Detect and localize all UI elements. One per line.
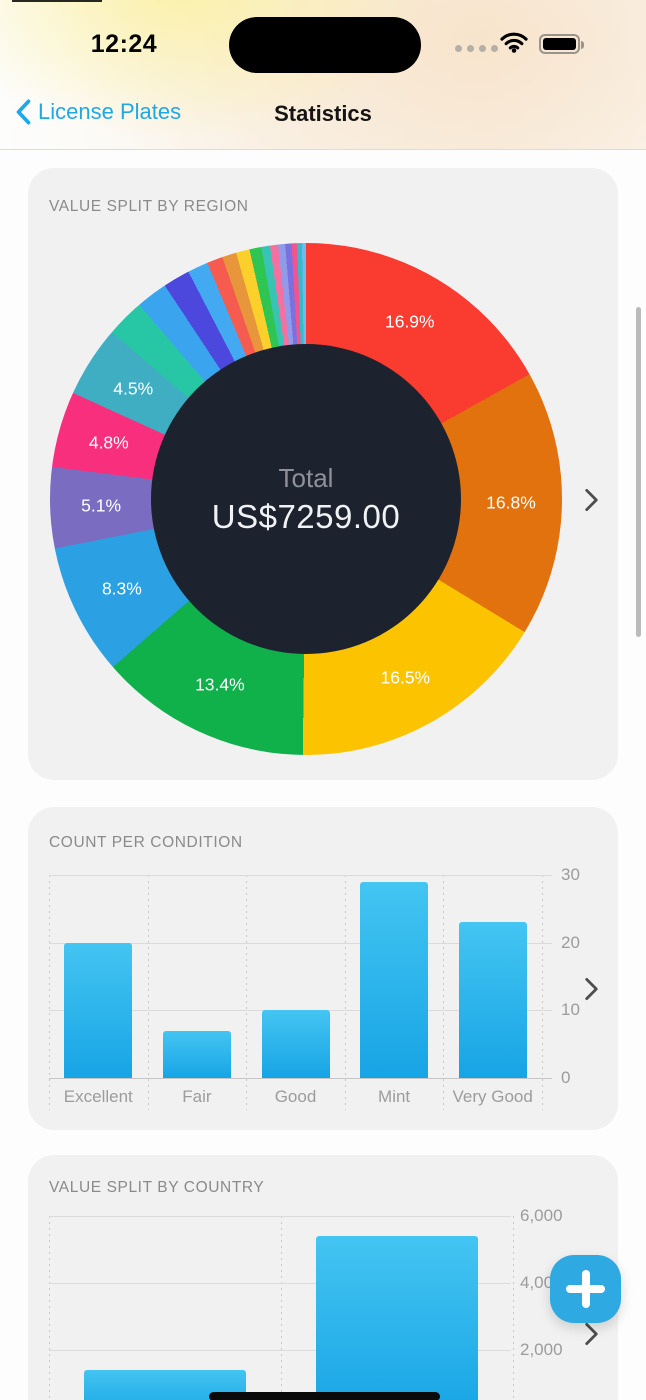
grid-vline — [281, 1216, 282, 1400]
grid-vline — [49, 1216, 50, 1400]
card-value-split-by-country[interactable]: VALUE SPLIT BY COUNTRY 2,000 4,000 6,000 — [28, 1155, 618, 1400]
pie-slice-label: 16.9% — [384, 311, 435, 332]
y-axis-tick-label: 20 — [561, 932, 580, 952]
card-count-per-condition[interactable]: COUNT PER CONDITION 0 10 20 30 Excellent Fair… — [28, 807, 618, 1130]
chevron-right-icon[interactable] — [584, 977, 599, 1001]
bar-country-2 — [316, 1236, 478, 1400]
pie-slice-label: 5.1% — [81, 495, 122, 516]
pie-slice-label: 16.8% — [486, 492, 536, 513]
donut-total-label: Total — [278, 462, 334, 493]
y-axis-tick-label: 2,000 — [520, 1340, 563, 1359]
home-indicator[interactable] — [209, 1392, 440, 1400]
grid-vline — [513, 1216, 514, 1400]
card-title: COUNT PER CONDITION — [49, 834, 243, 851]
pie-slice-label: 8.3% — [101, 578, 142, 599]
bar-fair — [162, 1030, 231, 1078]
card-value-split-by-region[interactable]: VALUE SPLIT BY REGION Total US$7259.00 1… — [28, 168, 618, 780]
y-axis-tick-label: 0 — [561, 1068, 571, 1087]
pie-slice-label: 4.8% — [88, 432, 129, 453]
back-button[interactable]: License Plates — [16, 99, 181, 125]
grid-vline — [542, 875, 543, 1110]
grid-vline — [344, 875, 346, 1110]
card-title: VALUE SPLIT BY REGION — [49, 198, 249, 215]
donut-center: Total US$7259.00 — [151, 344, 461, 654]
y-axis-tick-label: 6,000 — [520, 1206, 563, 1225]
dynamic-island — [229, 17, 421, 73]
grid-hline — [49, 1216, 511, 1217]
grid-hline — [49, 942, 552, 944]
y-axis-tick-label: 10 — [561, 1000, 580, 1020]
battery-icon — [539, 34, 584, 54]
add-button[interactable] — [550, 1255, 621, 1323]
grid-hline — [49, 1350, 511, 1351]
x-axis-label: Excellent — [63, 1087, 133, 1106]
chevron-right-icon[interactable] — [584, 1322, 599, 1346]
country-bar-chart: 2,000 4,000 6,000 — [28, 1155, 618, 1400]
bar-mint — [360, 881, 429, 1078]
grid-vline — [443, 875, 445, 1110]
axis-baseline — [49, 1078, 552, 1079]
bar-good — [261, 1010, 330, 1078]
grid-hline — [49, 1283, 511, 1284]
condition-bar-chart: 0 10 20 30 Excellent Fair Good Mint Very Good — [28, 807, 618, 1130]
top-edge-artifact — [12, 0, 102, 2]
pie-slice-label: 4.5% — [113, 378, 154, 399]
x-axis-label: Mint — [378, 1087, 411, 1106]
scrollbar-thumb[interactable] — [636, 307, 641, 637]
page-title: Statistics — [274, 101, 372, 126]
y-axis-tick-label: 30 — [561, 865, 580, 884]
donut-chart: Total US$7259.00 16.9% 16.8% 16.5% 13.4% 8.3… — [50, 243, 562, 755]
status-time: 12:24 — [90, 30, 158, 58]
pie-slice-label: 13.4% — [195, 674, 245, 695]
grid-vline — [49, 875, 50, 1110]
card-title: VALUE SPLIT BY COUNTRY — [49, 1179, 265, 1196]
grid-vline — [147, 875, 149, 1110]
back-chevron-icon — [16, 99, 31, 125]
chevron-right-icon[interactable] — [584, 488, 599, 512]
grid-hline — [49, 875, 552, 876]
x-axis-label: Good — [274, 1087, 317, 1106]
x-axis-label: Very Good — [452, 1087, 533, 1106]
bar-very-good — [458, 922, 527, 1078]
cellular-dots-icon — [455, 45, 498, 52]
wifi-icon — [500, 32, 528, 58]
pie-slice-label: 16.5% — [380, 667, 431, 688]
grid-vline — [246, 875, 248, 1110]
x-axis-label: Fair — [182, 1087, 212, 1106]
header-background: 12:24 License Plates Statistics — [0, 0, 646, 150]
donut-total-value: US$7259.00 — [211, 497, 401, 535]
bar-excellent — [64, 942, 133, 1078]
back-button-label: License Plates — [38, 99, 182, 124]
